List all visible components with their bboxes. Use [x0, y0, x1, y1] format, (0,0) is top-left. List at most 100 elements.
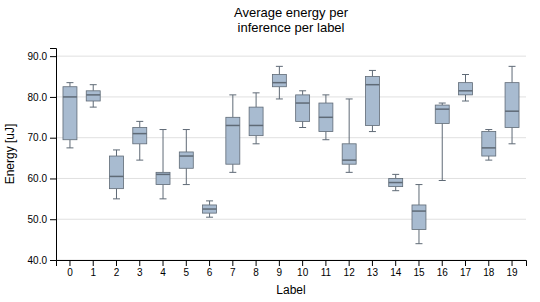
cap-low: [90, 107, 97, 108]
whisker-low: [116, 189, 117, 199]
x-tick: 5: [184, 260, 190, 278]
cap-low: [183, 184, 190, 185]
x-tick: 4: [160, 260, 166, 278]
x-tick-label: 10: [297, 267, 309, 278]
x-tick-mark: [465, 260, 466, 266]
cap-low: [509, 143, 516, 144]
cap-low: [113, 198, 120, 199]
x-tick-label: 16: [437, 267, 449, 278]
median: [249, 125, 263, 127]
box: [459, 83, 473, 95]
y-tick: 50.0: [28, 214, 56, 225]
whisker-low: [139, 144, 140, 160]
cap-high: [206, 200, 213, 201]
median: [86, 94, 100, 96]
y-tick-label: 80.0: [28, 92, 48, 103]
x-tick-mark: [349, 260, 350, 266]
median: [63, 96, 77, 98]
title-line: inference per label: [238, 20, 345, 35]
x-tick-label: 6: [207, 267, 213, 278]
median: [296, 102, 310, 104]
box-group: [412, 185, 426, 244]
cap-high: [136, 121, 143, 122]
box: [179, 152, 193, 168]
whisker-high: [279, 66, 280, 74]
x-tick-mark: [232, 260, 233, 266]
y-tick-label: 40.0: [28, 255, 48, 266]
box: [342, 144, 356, 164]
median: [435, 108, 449, 110]
whisker-low: [163, 185, 164, 199]
whisker-low: [442, 123, 443, 180]
box: [226, 117, 240, 164]
median: [179, 155, 193, 157]
median: [342, 159, 356, 161]
x-tick: 18: [483, 260, 495, 278]
y-tick: 60.0: [28, 173, 56, 184]
whisker-low: [512, 128, 513, 144]
whisker-high: [93, 85, 94, 91]
box: [133, 128, 147, 144]
box: [319, 103, 333, 132]
whisker-low: [372, 125, 373, 131]
x-tick-label: 14: [390, 267, 402, 278]
median: [505, 110, 519, 112]
x-tick: 0: [67, 260, 73, 278]
y-axis-title: Energy [uJ]: [3, 124, 17, 185]
cap-low: [392, 190, 399, 191]
whisker-high: [163, 130, 164, 173]
x-tick-label: 7: [230, 267, 236, 278]
x-tick-mark: [256, 260, 257, 266]
cap-high: [439, 103, 446, 104]
cap-high: [485, 129, 492, 130]
box: [296, 95, 310, 122]
whisker-low: [209, 213, 210, 217]
x-tick-mark: [512, 260, 513, 266]
cap-high: [509, 66, 516, 67]
whisker-low: [302, 121, 303, 127]
x-tick: 12: [344, 260, 356, 278]
x-tick: 7: [230, 260, 236, 278]
median: [203, 208, 217, 210]
cap-low: [485, 160, 492, 161]
grid-line: [56, 96, 526, 97]
x-tick-mark: [442, 260, 443, 266]
x-tick-label: 5: [184, 267, 190, 278]
median: [133, 133, 147, 135]
whisker-high: [69, 83, 70, 87]
boxes: [63, 66, 519, 243]
cap-high: [253, 92, 260, 93]
y-tick: 70.0: [28, 132, 56, 143]
y-axis-line: [50, 49, 57, 261]
whisker-low: [395, 187, 396, 191]
whisker-high: [349, 99, 350, 144]
whisker-high: [395, 174, 396, 178]
box-group: [203, 201, 217, 217]
box-group: [459, 75, 473, 102]
median: [365, 84, 379, 86]
cap-high: [66, 82, 73, 83]
cap-low: [206, 217, 213, 218]
cap-low: [415, 243, 422, 244]
whisker-low: [325, 132, 326, 140]
cap-high: [229, 94, 236, 95]
x-axis-line: [57, 261, 527, 267]
box: [110, 156, 124, 189]
box: [86, 91, 100, 101]
box-group: [435, 103, 449, 180]
whisker-high: [186, 130, 187, 152]
box: [249, 107, 263, 136]
x-tick-label: 4: [160, 267, 166, 278]
y-tick-mark: [50, 138, 56, 139]
box-group: [296, 91, 310, 128]
cap-high: [392, 174, 399, 175]
cap-high: [90, 84, 97, 85]
median: [226, 125, 240, 127]
x-tick-mark: [302, 260, 303, 266]
y-tick-label: 90.0: [28, 51, 48, 62]
x-tick-label: 2: [114, 267, 120, 278]
box: [272, 75, 286, 87]
y-tick-mark: [50, 56, 56, 57]
cap-high: [346, 98, 353, 99]
x-tick: 16: [437, 260, 449, 278]
